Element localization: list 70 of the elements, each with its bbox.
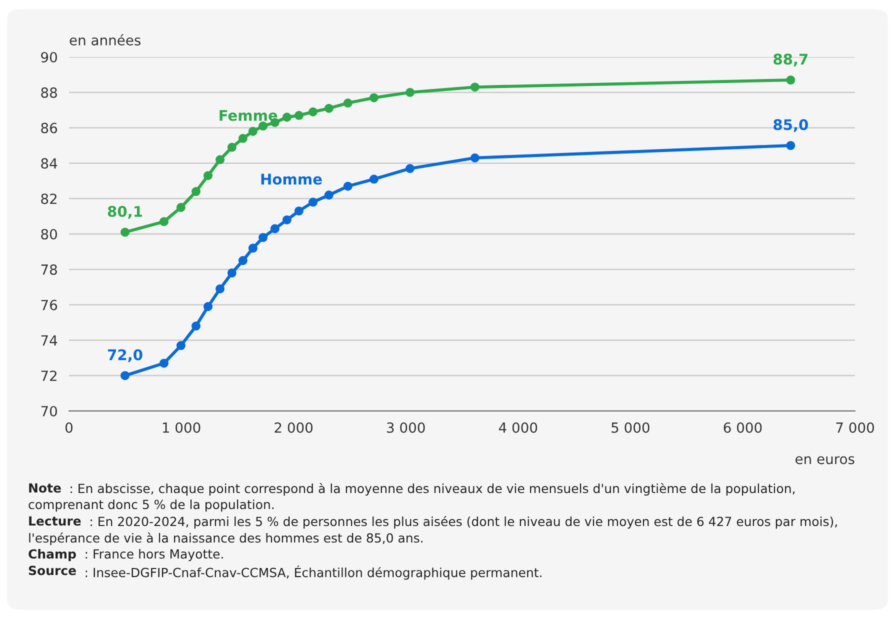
point <box>203 171 213 180</box>
data-label: 72,0 <box>108 349 142 362</box>
data-label: 85,0 <box>774 119 808 132</box>
point <box>470 153 480 162</box>
point <box>369 93 378 102</box>
point <box>227 142 236 152</box>
point <box>238 256 248 266</box>
y-tick-label: 78 <box>41 264 57 275</box>
point <box>786 75 796 85</box>
point <box>176 202 186 212</box>
series-label: Homme <box>261 174 322 185</box>
point <box>248 244 258 253</box>
point <box>270 224 280 234</box>
y-tick-label: 84 <box>41 158 58 169</box>
x-axis-title: en euros <box>796 456 854 464</box>
x-tick-label: 2 000 <box>274 422 313 433</box>
point <box>308 198 318 207</box>
point <box>120 371 130 380</box>
x-tick-label: 6 000 <box>724 422 762 433</box>
point <box>324 190 334 200</box>
x-tick-label: 4 000 <box>498 422 538 433</box>
point <box>216 155 225 164</box>
point <box>786 140 796 150</box>
y-tick-label: 90 <box>41 52 57 62</box>
y-tick-label: 76 <box>41 300 58 310</box>
data-label: 88,7 <box>774 54 808 67</box>
y-axis-title: en années <box>70 34 141 46</box>
point <box>191 187 201 196</box>
point <box>369 174 378 184</box>
point <box>470 82 480 92</box>
text: Lecture : En 2020-2024, parmi les 5 % de personnes les plus aisées (dont le niveau de vie moyen est de 6 427 euros par mois), l'espérance de vie à la naissance des hommes est de 85,0 ans. <box>29 516 837 546</box>
point <box>294 110 304 120</box>
y-tick-label: 72 <box>41 370 56 381</box>
x-tick-label: 0 <box>65 422 72 433</box>
point <box>282 112 292 122</box>
point <box>324 104 334 113</box>
x-tick-label: 3 000 <box>387 422 425 433</box>
point <box>227 268 236 278</box>
series-label: Femme <box>220 110 278 121</box>
point <box>216 284 225 294</box>
point <box>258 233 268 242</box>
source-note: Source : Insee-DGFIP-Cnaf-Cnav-CCMSA, Échantillon démographique permanent. <box>28 566 542 580</box>
point <box>308 107 318 116</box>
point <box>248 126 258 136</box>
point <box>294 206 304 216</box>
text: Note : En abscisse, chaque point correspond à la moyenne des niveaux de vie mensuels d'un vingtième de la population, comprenant donc 5 % de la population. <box>28 483 795 512</box>
point <box>405 164 415 174</box>
y-tick-label: 80 <box>41 228 57 240</box>
data-label: 80,1 <box>108 206 142 219</box>
point <box>203 302 213 312</box>
x-tick-label: 7 000 <box>836 422 874 433</box>
point <box>238 134 248 143</box>
point <box>343 182 352 191</box>
point <box>120 228 130 237</box>
point <box>191 322 201 331</box>
point <box>258 122 268 131</box>
y-tick-label: 88 <box>41 87 57 98</box>
point <box>405 88 415 97</box>
x-tick-label: 5 000 <box>612 422 650 433</box>
y-tick-label: 86 <box>41 122 58 134</box>
y-tick-label: 82 <box>41 194 56 204</box>
point <box>159 217 169 226</box>
point <box>282 215 292 224</box>
point <box>176 340 186 350</box>
text: Champ : France hors Mayotte. <box>28 549 223 562</box>
x-tick-label: 1 000 <box>162 422 200 433</box>
point <box>343 98 352 108</box>
y-tick-label: 70 <box>41 406 57 416</box>
point <box>159 358 169 368</box>
y-tick-label: 74 <box>41 335 58 346</box>
